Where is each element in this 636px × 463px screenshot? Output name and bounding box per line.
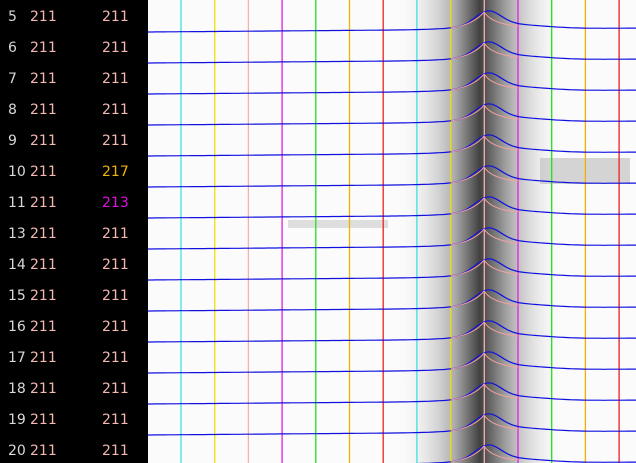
gel-smear xyxy=(288,220,388,228)
value-a: 211 xyxy=(30,71,57,87)
value-a: 211 xyxy=(30,319,57,335)
value-b: 211 xyxy=(102,71,129,87)
value-b: 211 xyxy=(102,381,129,397)
value-a: 211 xyxy=(30,257,57,273)
page: 5211211621121172112118211211921121110211… xyxy=(0,0,636,463)
lane-number: 7 xyxy=(8,71,17,87)
value-a: 211 xyxy=(30,350,57,366)
lane-number: 14 xyxy=(8,257,26,273)
value-b: 211 xyxy=(102,412,129,428)
lane-number: 16 xyxy=(8,319,26,335)
lane-number: 13 xyxy=(8,226,26,242)
lane-number: 11 xyxy=(8,195,26,211)
value-a: 211 xyxy=(30,102,57,118)
value-b: 211 xyxy=(102,40,129,56)
value-b: 213 xyxy=(102,195,129,211)
value-a: 211 xyxy=(30,381,57,397)
value-b: 211 xyxy=(102,133,129,149)
value-b: 211 xyxy=(102,350,129,366)
value-b: 211 xyxy=(102,288,129,304)
lane-number: 20 xyxy=(8,443,26,459)
value-b: 217 xyxy=(102,164,129,180)
lane-number: 5 xyxy=(8,9,17,25)
lane-number: 18 xyxy=(8,381,26,397)
screen: 5211211621121172112118211211921121110211… xyxy=(0,0,636,463)
value-a: 211 xyxy=(30,133,57,149)
value-a: 211 xyxy=(30,9,57,25)
value-b: 211 xyxy=(102,443,129,459)
value-b: 211 xyxy=(102,319,129,335)
value-b: 211 xyxy=(102,102,129,118)
value-b: 211 xyxy=(102,9,129,25)
lane-number: 19 xyxy=(8,412,26,428)
value-a: 211 xyxy=(30,443,57,459)
value-a: 211 xyxy=(30,288,57,304)
lane-number: 15 xyxy=(8,288,26,304)
value-a: 211 xyxy=(30,226,57,242)
value-b: 211 xyxy=(102,257,129,273)
value-a: 211 xyxy=(30,164,57,180)
lane-number: 10 xyxy=(8,164,26,180)
lane-number: 17 xyxy=(8,350,26,366)
value-a: 211 xyxy=(30,412,57,428)
value-b: 211 xyxy=(102,226,129,242)
lane-number: 8 xyxy=(8,102,17,118)
value-a: 211 xyxy=(30,40,57,56)
value-a: 211 xyxy=(30,195,57,211)
lane-number: 9 xyxy=(8,133,17,149)
lane-number: 6 xyxy=(8,40,17,56)
